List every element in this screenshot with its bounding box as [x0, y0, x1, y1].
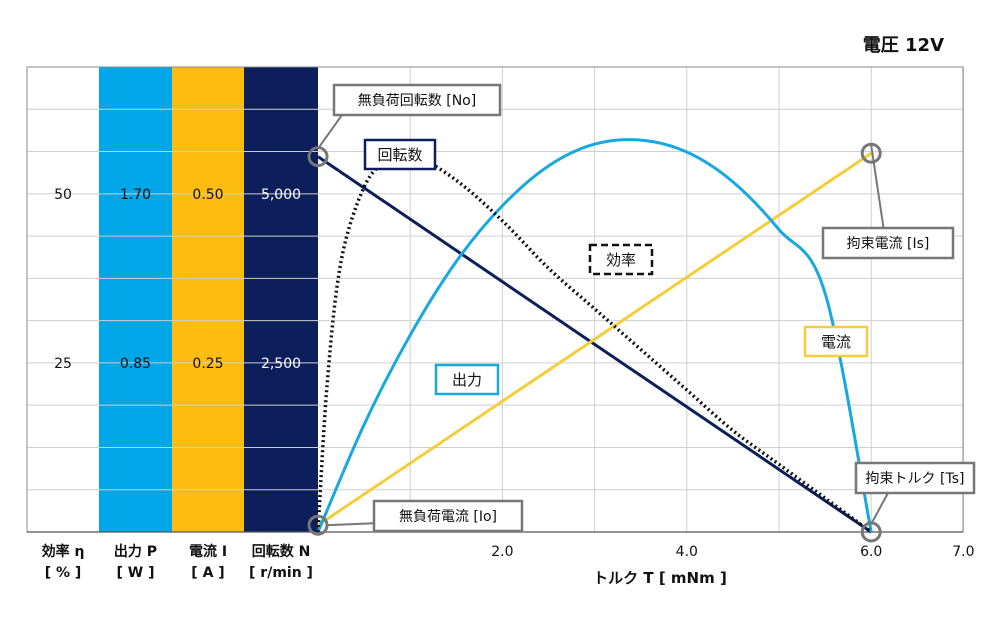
annotation-box — [332, 83, 502, 117]
annotation-label: 拘束電流 [Is] — [847, 236, 930, 252]
series-line-回転数 — [317, 155, 873, 534]
column-tick-eff: 25 — [54, 356, 72, 372]
column-tick-curr: 0.25 — [192, 356, 223, 372]
series-label: 電流 — [821, 333, 851, 351]
column-unit-curr: [ A ] — [191, 565, 224, 581]
column-tick-power: 1.70 — [120, 187, 151, 203]
series-label: 効率 — [606, 251, 636, 269]
series-label: 出力 — [452, 371, 482, 389]
series-line-効率 — [316, 150, 873, 534]
series-label-box — [588, 243, 654, 276]
series-label-box — [434, 363, 500, 396]
column-tick-eff: 50 — [54, 187, 72, 203]
column-header-curr: 電流 I — [189, 543, 227, 560]
column-unit-power: [ W ] — [117, 565, 155, 581]
column-header-power: 出力 P — [114, 543, 157, 560]
column-unit-speed: [ r/min ] — [249, 565, 313, 581]
column-band-power — [99, 67, 172, 532]
series-line-電流 — [317, 151, 873, 527]
column-band-curr — [172, 67, 244, 532]
chart-title: 電圧 12V — [863, 35, 944, 56]
column-band-eff — [27, 67, 99, 532]
annotation-connector — [870, 492, 889, 525]
column-header-speed: 回転数 N — [252, 543, 311, 560]
series-label-box — [803, 325, 869, 358]
x-axis-title: トルク T [ mNm ] — [593, 569, 727, 587]
series-label: 回転数 — [377, 146, 422, 164]
annotation-connector — [317, 114, 343, 150]
series-label-box — [363, 138, 437, 171]
annotation-connector — [325, 522, 375, 527]
x-tick-label: 7.0 — [952, 544, 974, 560]
column-tick-speed: 5,000 — [261, 187, 301, 203]
column-tick-speed: 2,500 — [261, 356, 301, 372]
column-unit-eff: [ % ] — [45, 565, 82, 581]
annotation-label: 無負荷電流 [Io] — [399, 509, 497, 525]
column-tick-curr: 0.50 — [192, 187, 223, 203]
annotation-box — [821, 226, 955, 260]
x-tick-label: 2.0 — [491, 544, 513, 560]
annotation-box — [854, 461, 976, 495]
series-line-出力 — [316, 138, 873, 533]
annotation-label: 拘束トルク [Ts] — [866, 471, 965, 487]
annotation-box — [372, 499, 524, 533]
column-band-speed — [244, 67, 318, 532]
x-tick-label: 4.0 — [676, 544, 698, 560]
annotation-marker — [860, 142, 882, 164]
annotation-label: 無負荷回転数 [No] — [358, 93, 476, 109]
column-header-eff: 効率 η — [42, 543, 85, 560]
x-tick-label: 6.0 — [860, 544, 882, 560]
column-tick-power: 0.85 — [120, 356, 151, 372]
